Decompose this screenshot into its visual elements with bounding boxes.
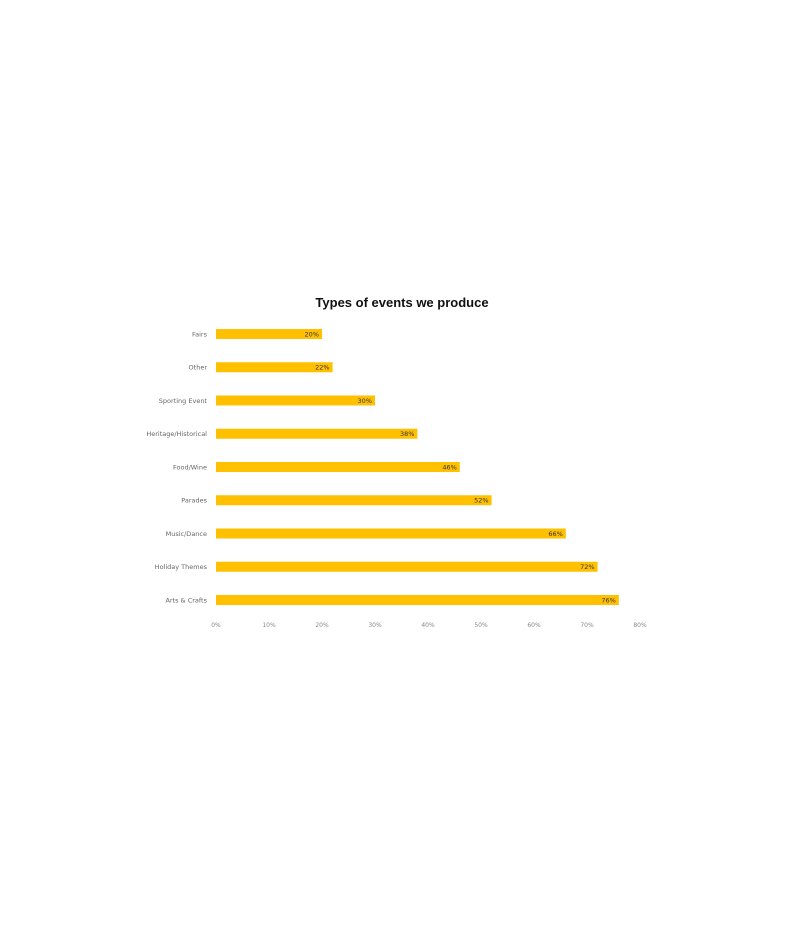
- x-tick-label: 60%: [527, 622, 541, 629]
- value-label: 38%: [400, 430, 414, 438]
- value-label: 22%: [315, 364, 329, 372]
- value-label: 30%: [358, 397, 372, 405]
- x-tick-label: 20%: [315, 622, 329, 629]
- bar-1: [216, 362, 333, 373]
- bar-7: [216, 561, 598, 572]
- category-label: Food/Wine: [173, 463, 207, 471]
- category-label: Other: [189, 364, 208, 372]
- x-tick-label: 30%: [368, 622, 382, 629]
- x-tick-label: 0%: [211, 622, 221, 629]
- bar-5: [216, 495, 492, 506]
- bar-4: [216, 462, 460, 472]
- x-tick-label: 40%: [421, 622, 435, 629]
- bar-3: [216, 428, 418, 439]
- x-tick-label: 50%: [474, 622, 488, 629]
- category-label: Holiday Themes: [155, 563, 208, 571]
- x-tick-label: 80%: [633, 622, 647, 629]
- value-label: 20%: [305, 330, 319, 338]
- category-label: Arts & Crafts: [165, 596, 207, 604]
- bars-layer: Fairs 20% Other 22% Sporting Event 30% Heritag…: [146, 329, 619, 605]
- category-label: Heritage/Historical: [146, 430, 207, 438]
- value-label: 52%: [474, 497, 488, 505]
- value-label: 66%: [548, 530, 562, 538]
- bar-0: [216, 329, 322, 339]
- bar-6: [216, 528, 566, 539]
- bar-2: [216, 395, 375, 406]
- x-axis-ticks: 0% 10% 20% 30% 40% 50% 60% 70% 80%: [211, 622, 647, 629]
- category-label: Parades: [181, 497, 207, 505]
- category-label: Music/Dance: [166, 530, 207, 538]
- bar-8: [216, 595, 619, 605]
- value-label: 72%: [580, 563, 594, 571]
- value-label: 46%: [442, 463, 456, 471]
- chart-title: Types of events we produce: [315, 295, 488, 310]
- x-tick-label: 70%: [580, 622, 594, 629]
- x-tick-label: 10%: [262, 622, 276, 629]
- category-label: Sporting Event: [159, 397, 208, 405]
- value-label: 76%: [601, 596, 615, 604]
- category-label: Fairs: [192, 330, 208, 338]
